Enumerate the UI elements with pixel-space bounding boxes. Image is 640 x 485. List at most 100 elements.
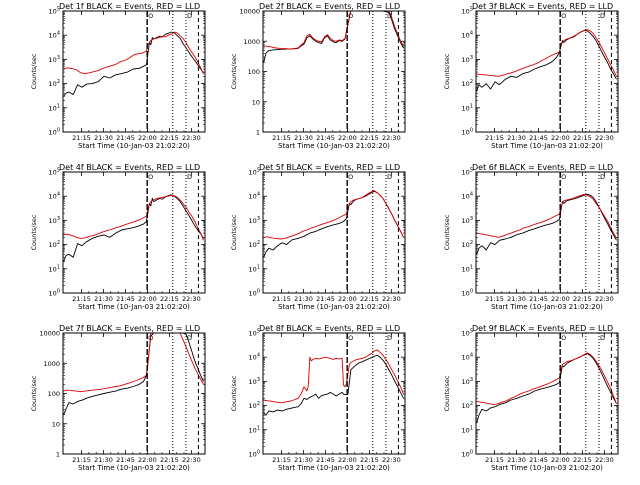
y-tick-label: 103 bbox=[249, 216, 260, 225]
y-tick-label: 102 bbox=[49, 79, 60, 88]
x-tick-label: 21:45 bbox=[116, 134, 135, 142]
y-tick-label: 102 bbox=[249, 401, 260, 410]
x-tick-label: 21:45 bbox=[316, 456, 335, 464]
y-tick-label: 100 bbox=[249, 289, 260, 298]
x-tick-label: 21:45 bbox=[116, 456, 135, 464]
x-tick-label: 21:15 bbox=[272, 456, 291, 464]
lld-series-line bbox=[263, 349, 404, 404]
chart-title: Det 3f BLACK = Events, RED = LLD bbox=[472, 2, 613, 11]
x-tick-label: 22:00 bbox=[338, 295, 357, 303]
plot-frame bbox=[262, 332, 406, 455]
x-tick-label: 22:15 bbox=[160, 134, 179, 142]
plot-frame bbox=[475, 10, 619, 133]
y-tick-label: 103 bbox=[49, 216, 60, 225]
x-tick-label: 21:30 bbox=[94, 456, 113, 464]
y-tick-label: 100 bbox=[49, 289, 60, 298]
x-axis-label: Start Time (10-Jan-03 21:02:20) bbox=[491, 142, 603, 150]
events-series-line bbox=[63, 194, 204, 262]
events-series-line bbox=[476, 30, 617, 92]
x-tick-label: 21:15 bbox=[485, 134, 504, 142]
lld-series-line bbox=[63, 31, 204, 75]
series-group bbox=[263, 190, 404, 258]
x-tick-label: 21:15 bbox=[485, 295, 504, 303]
y-axis-label: Counts/sec bbox=[443, 53, 451, 89]
series-group bbox=[476, 352, 617, 423]
marker-label-o: O bbox=[148, 173, 153, 181]
x-tick-label: 22:00 bbox=[338, 456, 357, 464]
x-tick-label: 21:30 bbox=[294, 134, 313, 142]
x-tick-label: 22:00 bbox=[338, 134, 357, 142]
x-tick-label: 22:15 bbox=[573, 295, 592, 303]
chart-title: Det 6f BLACK = Events, RED = LLD bbox=[472, 163, 613, 172]
y-tick-label: 10000 bbox=[39, 330, 60, 338]
y-tick-label: 100 bbox=[248, 68, 260, 76]
lld-series-line bbox=[476, 352, 617, 406]
y-tick-label: 10 bbox=[252, 98, 260, 106]
y-tick-label: 105 bbox=[462, 329, 473, 338]
y-tick-label: 104 bbox=[462, 192, 473, 201]
x-axis-label: Start Time (10-Jan-03 21:02:20) bbox=[278, 303, 390, 311]
x-tick-label: 21:45 bbox=[316, 295, 335, 303]
x-tick-label: 22:00 bbox=[138, 134, 157, 142]
chart-title: Det 1f BLACK = Events, RED = LLD bbox=[59, 2, 200, 11]
x-tick-label: 22:30 bbox=[182, 295, 201, 303]
y-tick-label: 101 bbox=[462, 425, 473, 434]
marker-label-d: D bbox=[600, 334, 605, 342]
x-tick-label: 22:30 bbox=[182, 134, 201, 142]
y-tick-label: 103 bbox=[462, 216, 473, 225]
series-group bbox=[263, 349, 404, 416]
y-tick-label: 102 bbox=[462, 401, 473, 410]
y-tick-label: 101 bbox=[49, 264, 60, 273]
x-tick-label: 21:30 bbox=[94, 134, 113, 142]
events-series-line bbox=[63, 333, 204, 415]
x-tick-label: 21:15 bbox=[72, 134, 91, 142]
x-axis-label: Start Time (10-Jan-03 21:02:20) bbox=[78, 142, 190, 150]
marker-label-d: D bbox=[600, 173, 605, 181]
x-tick-label: 21:30 bbox=[507, 456, 526, 464]
series-group bbox=[63, 333, 204, 415]
x-axis-label: Start Time (10-Jan-03 21:02:20) bbox=[78, 303, 190, 311]
series-group bbox=[476, 193, 617, 255]
y-axis-label: Counts/sec bbox=[443, 214, 451, 250]
marker-label-o: O bbox=[561, 334, 566, 342]
x-tick-label: 21:15 bbox=[272, 295, 291, 303]
marker-label-o: O bbox=[561, 173, 566, 181]
events-series-line bbox=[263, 190, 404, 258]
x-tick-label: 22:15 bbox=[360, 295, 379, 303]
marker-label-o: O bbox=[348, 173, 353, 181]
x-tick-label: 22:15 bbox=[573, 134, 592, 142]
y-tick-label: 103 bbox=[249, 377, 260, 386]
marker-label-d: D bbox=[187, 12, 192, 20]
y-tick-label: 100 bbox=[462, 128, 473, 137]
y-tick-label: 1000 bbox=[43, 360, 60, 368]
x-tick-label: 22:15 bbox=[573, 456, 592, 464]
y-tick-label: 100 bbox=[48, 390, 60, 398]
y-tick-label: 104 bbox=[49, 192, 60, 201]
x-tick-label: 21:45 bbox=[529, 134, 548, 142]
events-series-line bbox=[263, 11, 404, 63]
y-tick-label: 1 bbox=[256, 129, 260, 137]
events-series-line bbox=[476, 353, 617, 423]
chart-title: Det 7f BLACK = Events, RED = LLD bbox=[59, 324, 200, 333]
x-tick-label: 22:15 bbox=[360, 134, 379, 142]
chart-title: Det 9f BLACK = Events, RED = LLD bbox=[472, 324, 613, 333]
y-tick-label: 104 bbox=[249, 192, 260, 201]
lld-series-line bbox=[63, 194, 204, 241]
x-tick-label: 21:45 bbox=[316, 134, 335, 142]
events-series-line bbox=[263, 354, 404, 416]
plot-frame bbox=[62, 332, 206, 455]
x-tick-label: 21:30 bbox=[507, 295, 526, 303]
y-tick-label: 105 bbox=[249, 168, 260, 177]
plot-frame bbox=[475, 332, 619, 455]
x-tick-label: 22:15 bbox=[360, 456, 379, 464]
y-tick-label: 104 bbox=[462, 353, 473, 362]
x-axis-label: Start Time (10-Jan-03 21:02:20) bbox=[278, 464, 390, 472]
